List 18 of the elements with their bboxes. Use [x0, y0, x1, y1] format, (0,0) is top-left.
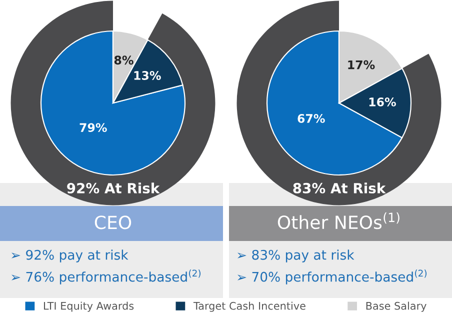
text: Other NEOs$^{(1)}$ [278, 212, 400, 230]
data-label: 16% [369, 97, 396, 106]
data-label: 17% [348, 60, 375, 70]
text: 83% At Risk [293, 182, 386, 194]
data-label: 8% [114, 56, 134, 65]
text: ➢ 70% performance-based$^{(2)}$ [237, 270, 427, 284]
data-label: 79% [80, 123, 107, 132]
text: 92% At Risk [67, 182, 160, 194]
legend-label: Target Cash Incentive [193, 302, 306, 312]
pie-slice [40, 30, 186, 176]
text: ➢ 83% pay at risk [237, 250, 354, 262]
legend-label: LTI Equity Awards [44, 302, 134, 312]
data-label: 67% [298, 114, 325, 123]
text: CEO [94, 216, 132, 230]
data-label: 13% [134, 71, 161, 80]
text: ➢ 92% pay at risk [11, 250, 128, 262]
legend-label: Base Salary [366, 302, 426, 312]
text: ➢ 76% performance-based$^{(2)}$ [11, 270, 201, 284]
